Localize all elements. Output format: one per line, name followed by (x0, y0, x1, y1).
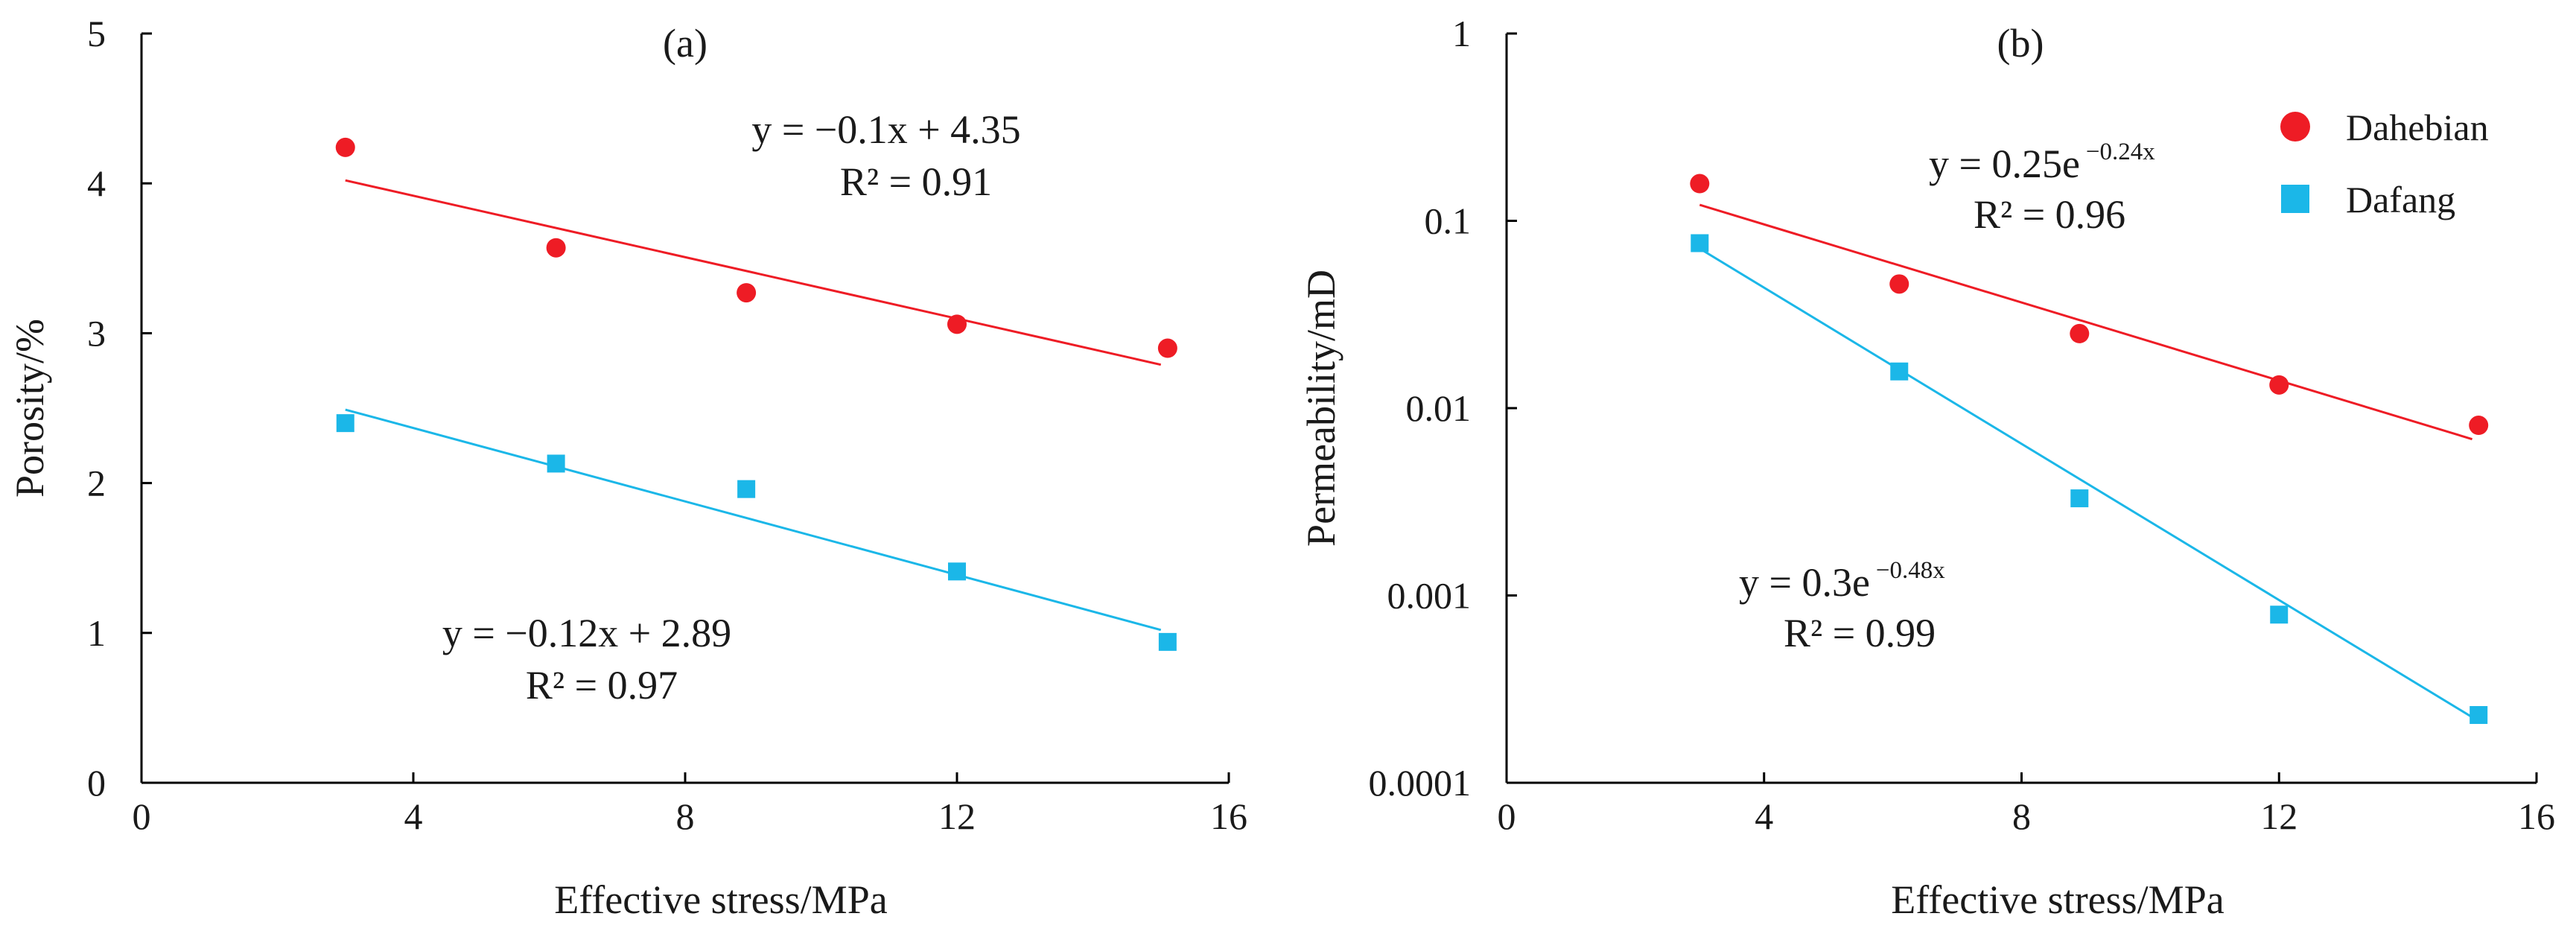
panel-b-dahebian-eq-base: y = 0.25e (1929, 142, 2080, 186)
x-tick-label: 0 (1498, 795, 1516, 837)
data-point-dahebian (546, 238, 566, 258)
y-tick-label: 4 (87, 162, 106, 204)
legend-dafang-marker (2281, 185, 2309, 213)
panel-a-dahebian-r2: R² = 0.91 (840, 159, 992, 204)
panel-a-x-ticks: 0 4 8 12 16 (133, 772, 1247, 837)
panel-a-data-points (335, 137, 1177, 651)
panel-a-dafang-r2: R² = 0.97 (526, 663, 678, 708)
data-point-dahebian (1157, 338, 1177, 358)
data-point-dahebian (1889, 274, 1909, 294)
x-tick-label: 0 (133, 795, 151, 837)
panel-b-dahebian-equation: y = 0.25e −0.24x (1929, 139, 2155, 186)
panel-b-x-ticks: 0 4 8 12 16 (1498, 772, 2555, 837)
panel-b: 0 4 8 12 16 0.0001 0.001 0.01 0.1 1 (b) Effectiv… (1299, 13, 2555, 922)
panel-a-y-axis-title: Porosity/% (7, 319, 52, 498)
x-tick-label: 4 (1755, 795, 1773, 837)
y-tick-label: 1 (1452, 13, 1471, 54)
y-tick-label: 0.0001 (1369, 762, 1472, 804)
panel-b-trendlines (1699, 203, 2473, 719)
trendline-dahebian (1699, 203, 2472, 441)
data-point-dafang (737, 480, 756, 498)
legend-dahebian-label: Dahebian (2346, 107, 2489, 148)
data-point-dahebian (737, 283, 757, 303)
y-tick-label: 1 (87, 612, 106, 654)
x-tick-label: 12 (2260, 795, 2297, 837)
panel-b-dahebian-r2: R² = 0.96 (1974, 192, 2125, 237)
panel-b-x-axis-title: Effective stress/MPa (1891, 877, 2224, 922)
data-point-dahebian (2269, 375, 2289, 395)
data-point-dafang (2470, 706, 2488, 725)
x-tick-label: 8 (676, 795, 695, 837)
panel-a-dafang-equation: y = −0.12x + 2.89 (442, 611, 731, 655)
panel-b-dafang-eq-base: y = 0.3e (1739, 560, 1870, 605)
panel-a-x-axis-title: Effective stress/MPa (554, 877, 887, 922)
panel-b-dafang-equation: y = 0.3e −0.48x (1739, 557, 1945, 605)
trendline-dafang (345, 408, 1162, 632)
x-tick-label: 4 (404, 795, 423, 837)
data-point-dahebian (2469, 416, 2489, 436)
panel-b-dahebian-eq-exp: −0.24x (2086, 139, 2155, 165)
y-tick-label: 0.1 (1425, 200, 1472, 242)
panel-a-dahebian-equation: y = −0.1x + 4.35 (751, 107, 1020, 152)
y-tick-label: 3 (87, 312, 106, 354)
data-point-dafang (1890, 362, 1909, 381)
y-tick-label: 0.01 (1406, 387, 1472, 429)
x-tick-label: 12 (938, 795, 976, 837)
legend-dahebian-marker (2280, 112, 2310, 142)
x-tick-label: 16 (1210, 795, 1247, 837)
data-point-dafang (336, 414, 354, 433)
data-point-dafang (1691, 234, 1709, 252)
data-point-dafang (948, 562, 966, 581)
panel-b-dafang-r2: R² = 0.99 (1784, 611, 1936, 655)
panel-b-y-axis-title: Permeability/mD (1299, 270, 1343, 547)
data-point-dafang (1158, 632, 1177, 651)
data-point-dahebian (947, 314, 967, 334)
y-tick-label: 0 (87, 762, 106, 804)
y-tick-label: 0.001 (1387, 575, 1472, 617)
panel-a-label: (a) (663, 21, 707, 66)
data-point-dahebian (2070, 323, 2090, 343)
panel-b-data-points (1690, 174, 2489, 725)
data-point-dahebian (1690, 174, 1710, 194)
x-tick-label: 16 (2518, 795, 2555, 837)
trendline-dafang (1699, 247, 2473, 719)
y-tick-label: 2 (87, 463, 106, 504)
legend-dafang-label: Dafang (2346, 179, 2455, 220)
x-tick-label: 8 (2012, 795, 2031, 837)
data-point-dafang (547, 454, 565, 473)
data-point-dafang (2070, 489, 2089, 508)
data-point-dahebian (335, 137, 355, 157)
panel-a-y-ticks: 0 1 2 3 4 5 (87, 13, 152, 804)
panel-b-y-ticks: 0.0001 0.001 0.01 0.1 1 (1369, 13, 1517, 804)
panel-b-dafang-eq-exp: −0.48x (1876, 557, 1945, 584)
panel-b-label: (b) (1997, 21, 2044, 66)
panel-a-trendlines (345, 179, 1162, 632)
legend: Dahebian Dafang (2280, 107, 2489, 220)
data-point-dafang (2270, 606, 2289, 624)
y-tick-label: 5 (87, 13, 106, 54)
trendline-dahebian (345, 179, 1162, 366)
